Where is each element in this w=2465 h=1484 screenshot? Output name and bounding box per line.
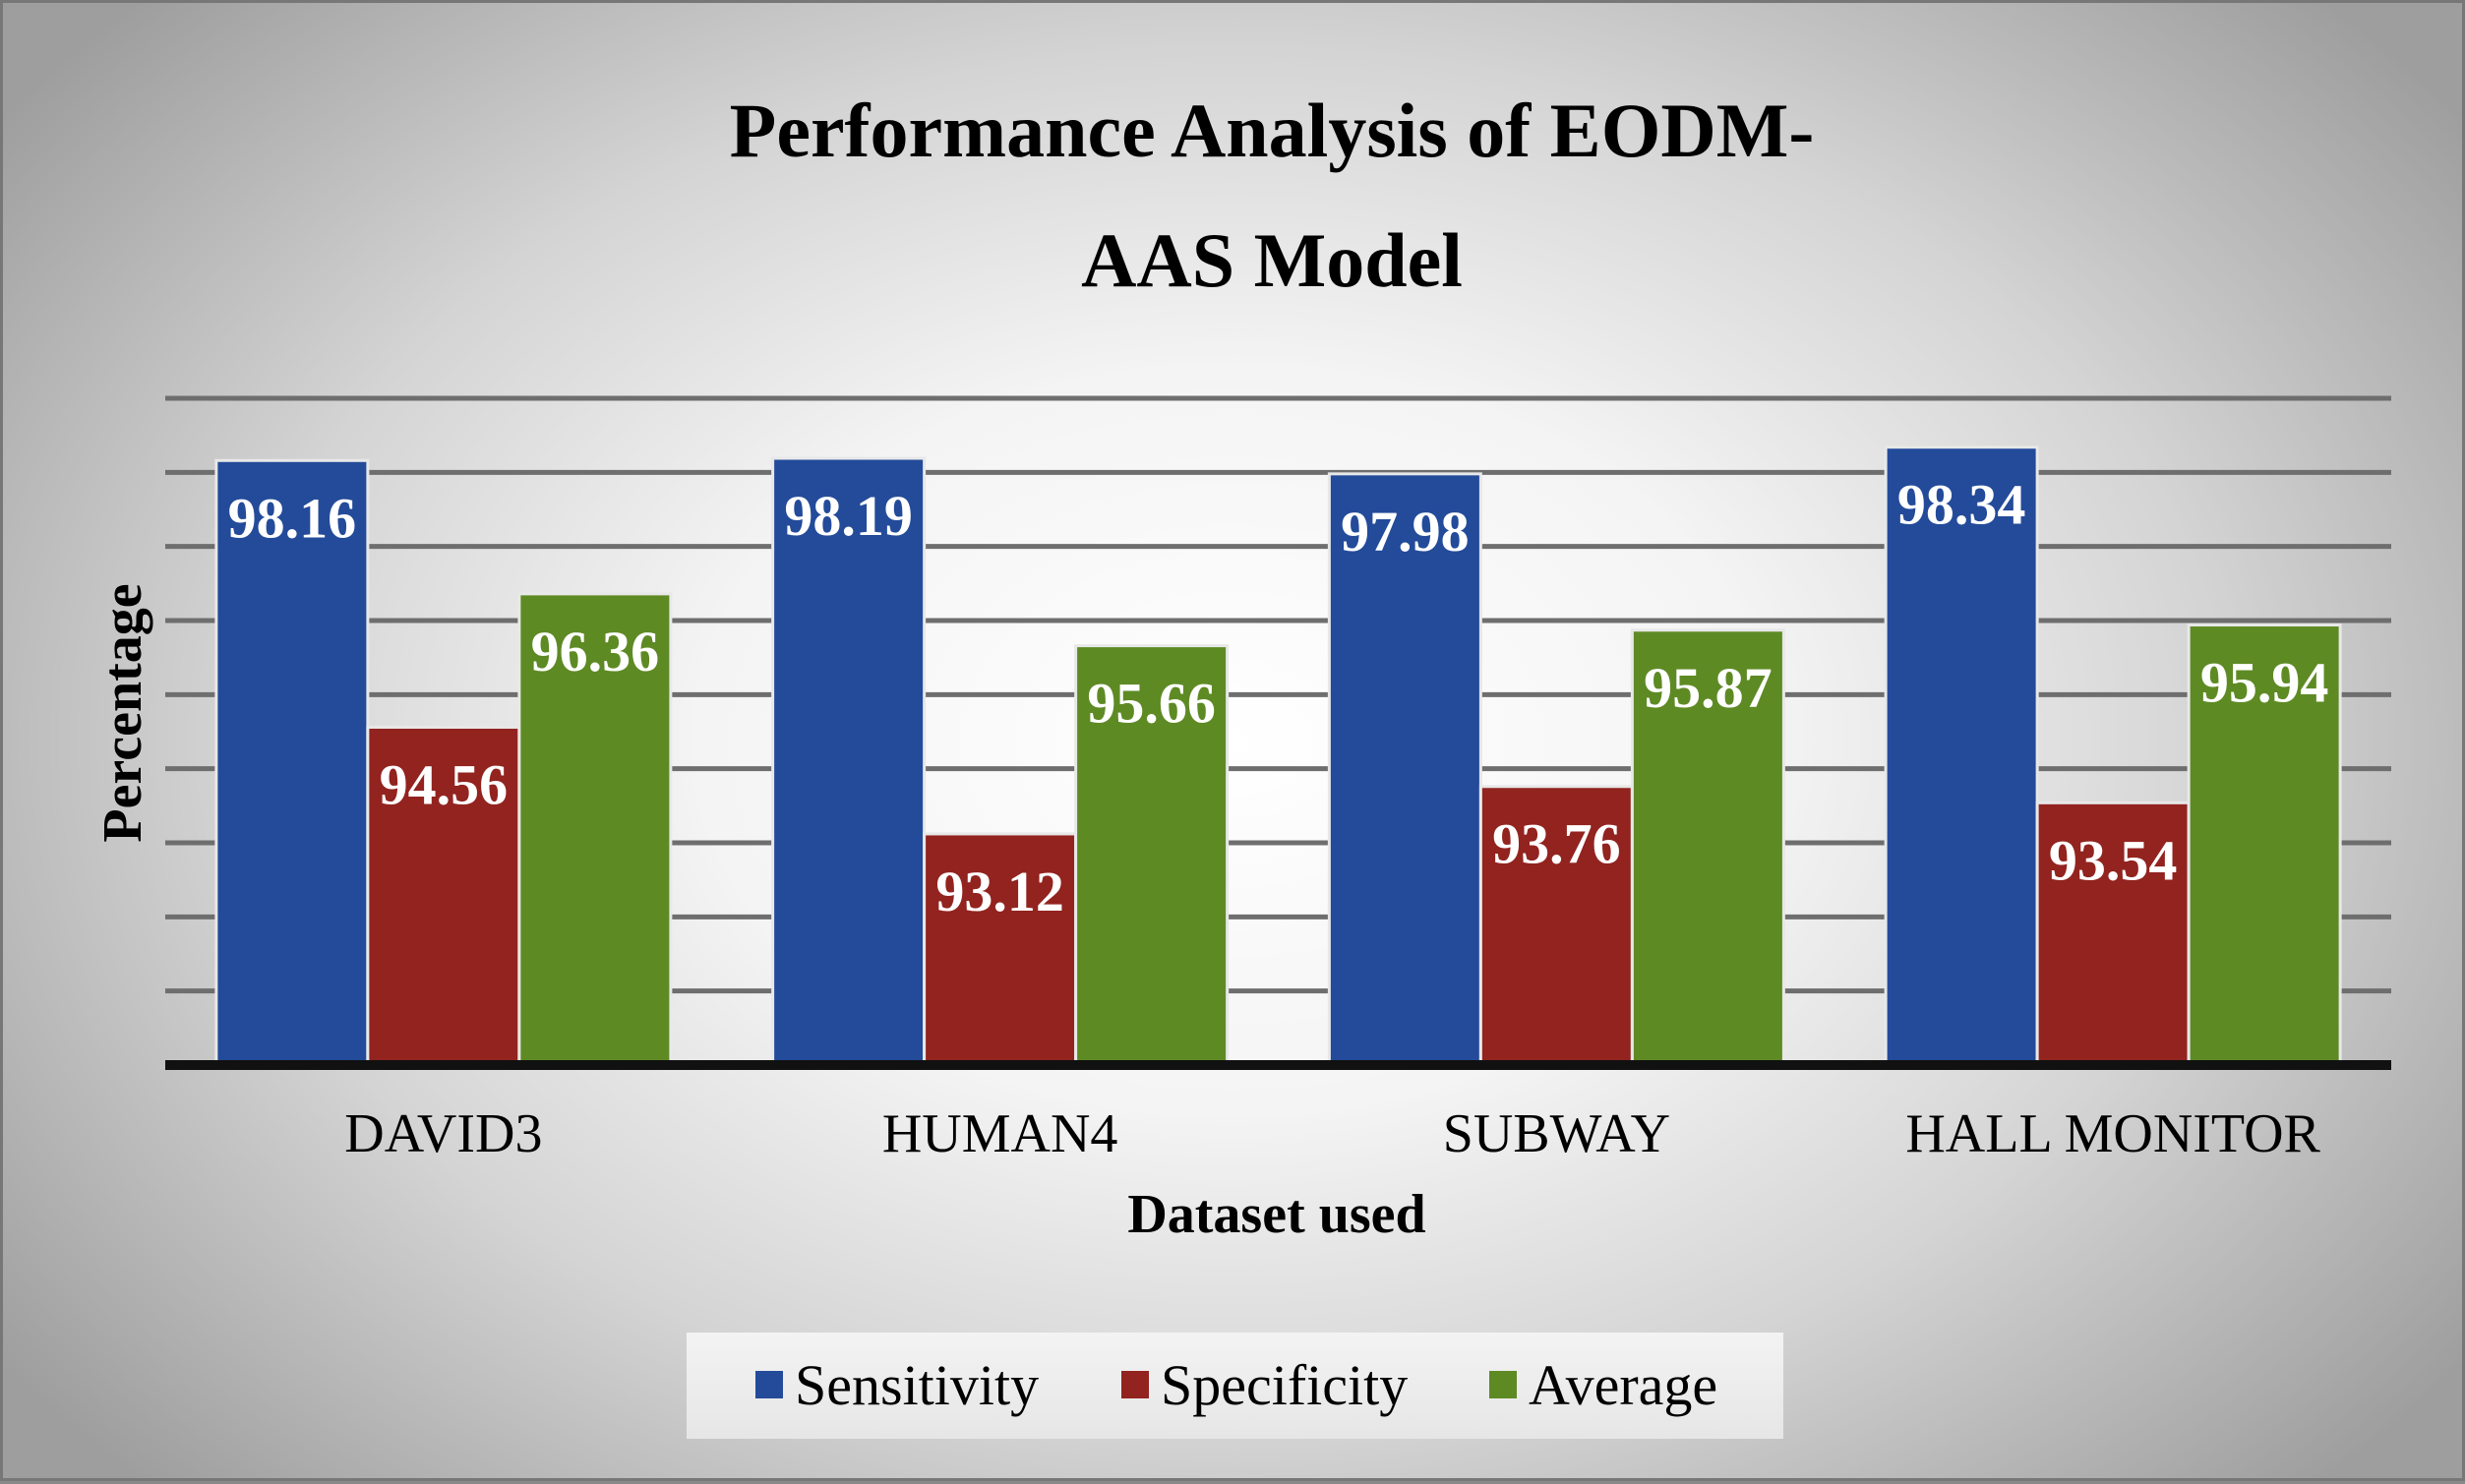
y-axis-title: Percentage — [92, 583, 153, 842]
data-label: 96.36 — [531, 620, 660, 683]
legend: Sensitivity Specificity Average — [755, 1353, 1717, 1417]
data-labels-group: 98.16 94.56 96.36 98.19 93.12 95.66 97.98 93.76… — [228, 473, 2329, 923]
data-label: 93.54 — [2049, 828, 2178, 892]
legend-swatch-specificity — [1121, 1371, 1149, 1398]
data-label: 97.98 — [1341, 500, 1470, 564]
legend-swatch-average — [1489, 1371, 1517, 1398]
legend-box — [687, 1333, 1783, 1439]
bar-chart: Performance Analysis of EODM- AAS Model … — [92, 88, 2391, 1439]
data-label: 93.12 — [935, 860, 1064, 923]
data-label: 95.94 — [2200, 651, 2329, 715]
bar-sensitivity-david3 — [214, 458, 370, 1067]
bar-sensitivity-hall-monitor — [1884, 445, 2039, 1067]
x-tick-labels: DAVID3 HUMAN4 SUBWAY HALL MONITOR — [344, 1103, 2320, 1164]
legend-label-specificity: Specificity — [1161, 1353, 1408, 1417]
data-label: 94.56 — [380, 752, 509, 816]
legend-label-average: Average — [1529, 1353, 1717, 1417]
data-label: 98.16 — [228, 486, 357, 550]
data-label: 98.34 — [1897, 473, 2026, 537]
bar-specificity-subway — [1478, 785, 1634, 1067]
bar-specificity-hall-monitor — [2035, 801, 2191, 1067]
data-label: 93.76 — [1492, 812, 1621, 876]
bar-average-hall-monitor — [2187, 623, 2342, 1067]
data-label: 95.87 — [1644, 656, 1773, 720]
legend-swatch-sensitivity — [755, 1371, 783, 1398]
bar-sensitivity-human4 — [771, 456, 927, 1067]
data-label: 98.19 — [784, 484, 913, 548]
x-tick-label: HALL MONITOR — [1905, 1103, 2320, 1164]
data-label: 95.66 — [1087, 672, 1216, 736]
x-axis-title: Dataset used — [1127, 1184, 1425, 1245]
x-tick-label: DAVID3 — [344, 1103, 542, 1164]
x-tick-label: HUMAN4 — [882, 1103, 1118, 1164]
chart-title-line-2: AAS Model — [1081, 217, 1463, 303]
chart-title-line-1: Performance Analysis of EODM- — [730, 88, 1815, 173]
bars-group — [214, 445, 2342, 1067]
bar-average-subway — [1630, 628, 1785, 1067]
x-tick-label: SUBWAY — [1443, 1103, 1670, 1164]
legend-label-sensitivity: Sensitivity — [795, 1353, 1039, 1417]
